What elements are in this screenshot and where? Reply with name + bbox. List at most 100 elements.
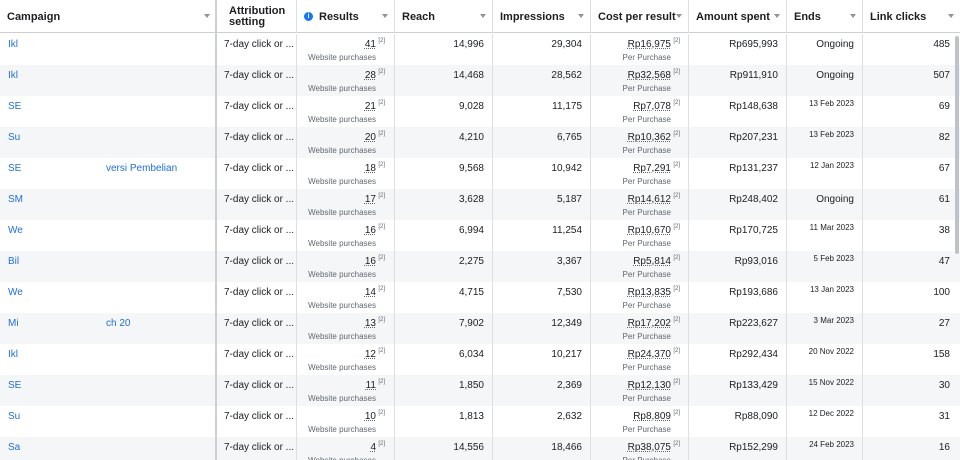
campaign-name-link[interactable]: SE [8,163,22,174]
results-value[interactable]: 16 [364,256,376,267]
campaign-name-link[interactable]: SE [8,380,22,391]
ends-cell: 12 Jan 2023 [786,158,862,189]
campaign-name-link[interactable]: SE [8,101,22,112]
table-row[interactable]: We 7-day click or ... 14 [2] Website purchas… [0,282,960,313]
chevron-down-icon[interactable] [850,14,856,18]
link-clicks-value: 69 [938,101,950,112]
chevron-down-icon[interactable] [382,14,388,18]
table-row[interactable]: SM 7-day click or ... 17 [2] Website purchas… [0,189,960,220]
campaign-name-link[interactable]: We [8,225,23,236]
results-cell: 12 [2] Website purchases [296,344,394,375]
cost-per-result-value[interactable]: Rp7,078 [633,101,671,112]
table-row[interactable]: SE 7-day click or ... 11 [2] Website purchas… [0,375,960,406]
results-value[interactable]: 41 [364,39,376,50]
table-row[interactable]: Su 7-day click or ... 20 [2] Website purchas… [0,127,960,158]
cost-per-result-value[interactable]: Rp13,835 [627,287,671,298]
cost-type-label: Per Purchase [622,301,671,310]
link-clicks-value: 100 [933,287,950,298]
attribution-cell: 7-day click or ... [216,189,296,220]
attribution-value: 7-day click or ... [224,256,295,267]
campaign-name-link[interactable]: We [8,287,23,298]
results-value[interactable]: 28 [364,70,376,81]
campaign-name-link-rest[interactable]: ch 20 [106,318,131,329]
results-value[interactable]: 21 [364,101,376,112]
info-icon[interactable]: i [304,12,313,21]
campaign-cell: Sa [0,437,216,460]
table-row[interactable]: We 7-day click or ... 16 [2] Website purchas… [0,220,960,251]
cost-per-result-value[interactable]: Rp24,370 [627,349,671,360]
table-row[interactable]: Ikl 7-day click or ... 41 [2] Website purcha… [0,34,960,65]
cost-per-result-value[interactable]: Rp7,291 [633,163,671,174]
cost-per-result-value[interactable]: Rp8,809 [633,411,671,422]
attribution-value: 7-day click or ... [224,194,295,205]
column-header-ends[interactable]: Ends [786,0,862,33]
results-value[interactable]: 12 [364,349,376,360]
results-value[interactable]: 10 [364,411,376,422]
table-row[interactable]: Mi ch 20 7-day click or ... 13 [2] Website pu… [0,313,960,344]
cost-per-result-value[interactable]: Rp10,362 [627,132,671,143]
results-value[interactable]: 11 [365,380,376,391]
campaign-name-link[interactable]: Mi [8,318,19,329]
chevron-down-icon[interactable] [480,14,486,18]
results-value[interactable]: 20 [364,132,376,143]
table-row[interactable]: Ikl 7-day click or ... 28 [2] Website purcha… [0,65,960,96]
impressions-value: 2,369 [556,380,582,391]
cost-per-result-value[interactable]: Rp32,568 [627,70,671,81]
campaign-name-link[interactable]: Su [8,411,21,422]
results-value[interactable]: 16 [364,225,376,236]
ends-value: Ongoing [816,194,854,205]
column-header-cost-per-result[interactable]: Cost per result [590,0,688,33]
footnote-ref: [2] [378,162,385,168]
results-value[interactable]: 17 [364,194,376,205]
attribution-cell: 7-day click or ... [216,34,296,65]
results-value[interactable]: 14 [364,287,376,298]
vertical-scrollbar[interactable] [955,36,959,254]
results-value[interactable]: 18 [364,163,376,174]
campaign-name-link[interactable]: SM [8,194,23,205]
column-header-campaign[interactable]: Campaign [0,0,216,33]
table-row[interactable]: Sa7-day click or ...4[2]Website purchase… [0,437,960,460]
campaign-name-link[interactable]: Ikl [8,349,18,360]
campaign-name-link[interactable]: Ikl [8,70,18,81]
table-row[interactable]: Bil 7-day click or ... 16 [2] Website purcha… [0,251,960,282]
impressions-cell: 3,367 [492,251,590,282]
footnote-ref: [2] [378,69,385,75]
table-row[interactable]: Ikl 7-day click or ... 12 [2] Website purcha… [0,344,960,375]
cost-per-result-cell: Rp32,568 [2] Per Purchase [590,65,688,96]
cost-per-result-value[interactable]: Rp10,670 [627,225,671,236]
cost-per-result-value[interactable]: Rp17,202 [627,318,671,329]
cost-per-result-value[interactable]: Rp16,975 [627,39,671,50]
ends-value: 12 Jan 2023 [809,161,854,170]
campaign-name-link[interactable]: Su [8,132,21,143]
table-row[interactable]: SE 7-day click or ... 21 [2] Website purchas… [0,96,960,127]
chevron-down-icon[interactable] [948,14,954,18]
table-row[interactable]: Su 7-day click or ... 10 [2] Website purchas… [0,406,960,437]
column-header-reach[interactable]: Reach [394,0,492,33]
campaign-name-link[interactable]: Sa [8,442,21,453]
cost-per-result-value[interactable]: Rp5,814 [633,256,671,267]
table-row[interactable]: SE versi Pembelian 7-day click or ... 18 [2]… [0,158,960,189]
column-header-link-clicks[interactable]: Link clicks [862,0,960,33]
results-cell: 18 [2] Website purchases [296,158,394,189]
column-header-attribution[interactable]: Attribution setting [216,0,296,33]
cost-per-result-value[interactable]: Rp14,612 [627,194,671,205]
column-header-amount-spent[interactable]: Amount spent [688,0,786,33]
campaign-name-link-rest[interactable]: versi Pembelian [106,163,178,174]
column-header-impressions[interactable]: Impressions [492,0,590,33]
cost-per-result-value[interactable]: Rp12,130 [627,380,671,391]
campaign-name-link[interactable]: Ikl [8,39,18,50]
column-header-results[interactable]: i Results [296,0,394,33]
chevron-down-icon[interactable] [204,14,210,18]
amount-spent-value: Rp193,686 [729,287,778,298]
cost-per-result-value[interactable]: Rp38,075 [627,442,671,453]
results-type-label: Website purchases [308,363,376,372]
results-value[interactable]: 13 [364,318,376,329]
footnote-ref: [2] [378,224,385,230]
chevron-down-icon[interactable] [578,14,584,18]
campaign-cell: SE [0,96,216,127]
results-value[interactable]: 4 [370,442,376,453]
footnote-ref: [2] [673,38,680,44]
chevron-down-icon[interactable] [774,14,780,18]
campaign-name-link[interactable]: Bil [8,256,20,267]
chevron-down-icon[interactable] [676,14,682,18]
